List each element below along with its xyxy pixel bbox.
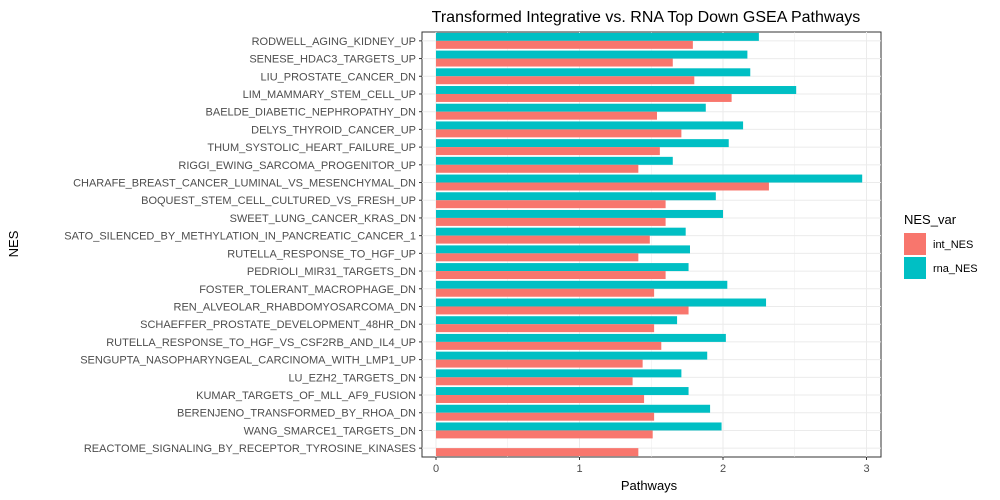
legend-swatch-int-nes bbox=[904, 233, 926, 255]
y-tick-label: BERENJENO_TRANSFORMED_BY_RHOA_DN bbox=[177, 408, 416, 420]
bar-int-nes bbox=[436, 324, 655, 333]
y-tick-label: LU_EZH2_TARGETS_DN bbox=[288, 372, 416, 384]
bars bbox=[436, 32, 863, 457]
y-tick-label: REN_ALVEOLAR_RHABDOMYOSARCOMA_DN bbox=[174, 301, 417, 313]
y-tick-label: SATO_SILENCED_BY_METHYLATION_IN_PANCREAT… bbox=[64, 231, 416, 243]
y-tick-label: KUMAR_TARGETS_OF_MLL_AF9_FUSION bbox=[196, 390, 416, 402]
bar-rna-nes bbox=[436, 139, 729, 148]
legend-title: NES_var bbox=[904, 212, 957, 227]
bar-rna-nes bbox=[436, 86, 797, 94]
x-tick-labels: 0 1 2 3 bbox=[433, 457, 870, 475]
y-tick-label: CHARAFE_BREAST_CANCER_LUMINAL_VS_MESENCH… bbox=[73, 178, 416, 190]
bar-int-nes bbox=[436, 395, 645, 403]
bar-rna-nes bbox=[436, 404, 711, 413]
y-tick-label: RUTELLA_RESPONSE_TO_HGF_UP bbox=[227, 248, 416, 260]
bar-rna-nes bbox=[436, 156, 673, 165]
y-tick-label: SWEET_LUNG_CANCER_KRAS_DN bbox=[230, 213, 416, 225]
bar-rna-nes bbox=[436, 32, 759, 41]
bar-int-nes bbox=[436, 448, 639, 457]
bar-int-nes bbox=[436, 430, 653, 439]
bar-int-nes bbox=[436, 359, 643, 368]
y-tick-labels: RODWELL_AGING_KIDNEY_UP SENESE_HDAC3_TARG… bbox=[64, 36, 422, 455]
bar-int-nes bbox=[436, 40, 693, 49]
y-tick-label: LIM_MAMMARY_STEM_CELL_UP bbox=[243, 89, 416, 101]
bar-int-nes bbox=[436, 217, 666, 226]
bar-int-nes bbox=[436, 235, 650, 244]
bar-rna-nes bbox=[436, 387, 689, 396]
bar-int-nes bbox=[436, 129, 682, 138]
bar-int-nes bbox=[436, 93, 732, 102]
x-axis-title: Pathways bbox=[621, 478, 678, 493]
bar-int-nes bbox=[436, 288, 655, 297]
bar-rna-nes bbox=[436, 174, 863, 183]
y-tick-label: LIU_PROSTATE_CANCER_DN bbox=[261, 71, 417, 83]
bar-int-nes bbox=[436, 164, 639, 173]
legend-label-int-nes: int_NES bbox=[933, 239, 973, 251]
x-tick-label: 2 bbox=[720, 463, 726, 475]
bar-int-nes bbox=[436, 200, 666, 209]
y-tick-label: SENGUPTA_NASOPHARYNGEAL_CARCINOMA_WITH_L… bbox=[80, 355, 416, 367]
y-tick-label: SCHAEFFER_PROSTATE_DEVELOPMENT_48HR_DN bbox=[140, 319, 416, 331]
y-tick-label: RODWELL_AGING_KIDNEY_UP bbox=[252, 36, 416, 48]
y-axis-title: NES bbox=[6, 230, 21, 257]
bar-int-nes bbox=[436, 182, 769, 191]
x-tick-label: 3 bbox=[863, 463, 869, 475]
chart-title: Transformed Integrative vs. RNA Top Down… bbox=[432, 9, 861, 26]
bar-rna-nes bbox=[436, 369, 682, 378]
y-tick-label: WANG_SMARCE1_TARGETS_DN bbox=[244, 425, 416, 437]
bar-int-nes bbox=[436, 58, 673, 67]
x-tick-label: 0 bbox=[433, 463, 439, 475]
y-tick-label: FOSTER_TOLERANT_MACROPHAGE_DN bbox=[199, 284, 416, 296]
legend-swatch-rna-nes bbox=[904, 257, 926, 279]
bar-rna-nes bbox=[436, 121, 744, 130]
y-tick-label: RUTELLA_RESPONSE_TO_HGF_VS_CSF2RB_AND_IL… bbox=[106, 337, 416, 349]
bar-rna-nes bbox=[436, 68, 751, 77]
y-tick-label: PEDRIOLI_MIR31_TARGETS_DN bbox=[247, 266, 416, 278]
bar-rna-nes bbox=[436, 280, 728, 289]
bar-rna-nes bbox=[436, 103, 706, 112]
y-tick-label: BOQUEST_STEM_CELL_CULTURED_VS_FRESH_UP bbox=[141, 195, 416, 207]
bar-int-nes bbox=[436, 253, 639, 262]
bar-int-nes bbox=[436, 341, 662, 350]
bar-rna-nes bbox=[436, 351, 708, 360]
bar-rna-nes bbox=[436, 263, 689, 272]
bar-rna-nes bbox=[436, 422, 722, 431]
bar-rna-nes bbox=[436, 209, 723, 218]
y-tick-label: REACTOME_SIGNALING_BY_RECEPTOR_TYROSINE_… bbox=[84, 443, 416, 455]
bar-int-nes bbox=[436, 271, 666, 280]
bar-int-nes bbox=[436, 377, 633, 386]
bar-rna-nes bbox=[436, 50, 748, 59]
bar-rna-nes bbox=[436, 245, 690, 254]
bar-rna-nes bbox=[436, 227, 686, 236]
bar-int-nes bbox=[436, 76, 695, 85]
bar-rna-nes bbox=[436, 298, 767, 307]
bar-int-nes bbox=[436, 111, 657, 120]
y-tick-label: SENESE_HDAC3_TARGETS_UP bbox=[249, 54, 416, 66]
bar-int-nes bbox=[436, 306, 689, 315]
y-tick-label: BAELDE_DIABETIC_NEPHROPATHY_DN bbox=[206, 107, 417, 119]
y-tick-label: DELYS_THYROID_CANCER_UP bbox=[251, 124, 416, 136]
y-tick-label: THUM_SYSTOLIC_HEART_FAILURE_UP bbox=[207, 142, 416, 154]
bar-rna-nes bbox=[436, 192, 716, 201]
y-tick-label: RIGGI_EWING_SARCOMA_PROGENITOR_UP bbox=[178, 160, 416, 172]
bar-int-nes bbox=[436, 412, 655, 421]
bar-rna-nes bbox=[436, 333, 726, 342]
bar-int-nes bbox=[436, 147, 660, 156]
bar-rna-nes bbox=[436, 316, 678, 325]
legend-label-rna-nes: rna_NES bbox=[933, 263, 978, 275]
x-tick-label: 1 bbox=[576, 463, 582, 475]
legend: NES_var int_NES rna_NES bbox=[904, 212, 978, 279]
